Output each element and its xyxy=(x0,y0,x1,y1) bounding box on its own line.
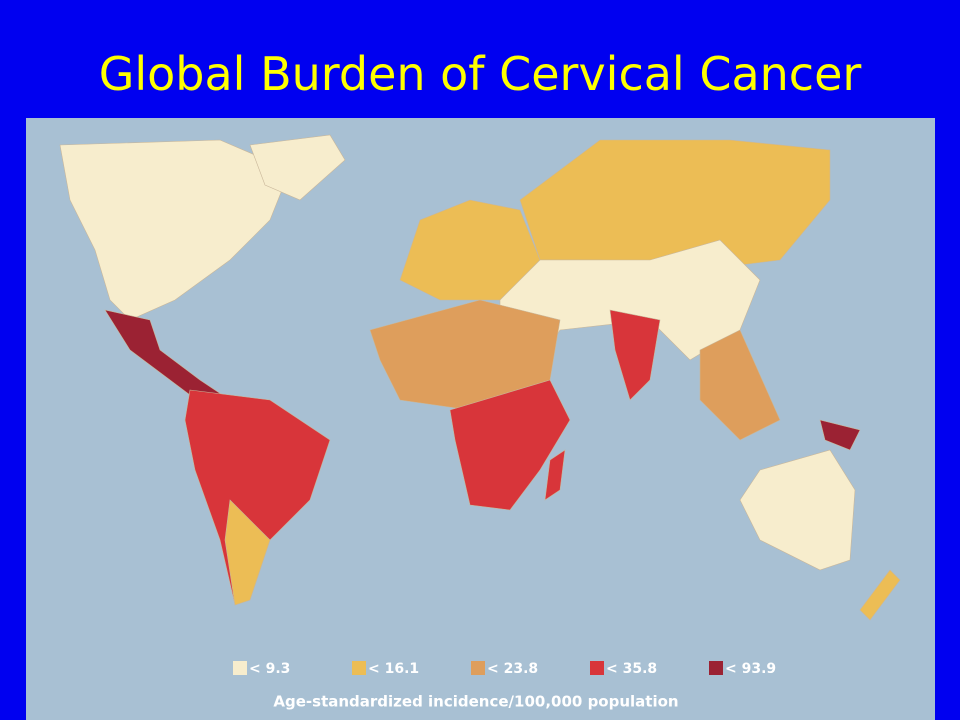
legend-swatch xyxy=(352,661,366,675)
southern-cone xyxy=(224,499,271,606)
legend-label: < 9.3 xyxy=(249,661,290,677)
legend-label: < 93.9 xyxy=(725,661,776,677)
legend-swatch xyxy=(590,661,604,675)
legend-label: < 23.8 xyxy=(487,661,538,677)
india xyxy=(609,309,661,401)
world-map: < 9.3 < 16.1 < 23.8 < 35.8 < 93.9 Age-standa… xyxy=(26,118,935,720)
legend-swatch xyxy=(471,661,485,675)
legend-label: < 16.1 xyxy=(368,661,419,677)
madagascar xyxy=(544,449,566,501)
papua xyxy=(819,419,861,451)
southern-africa xyxy=(449,379,571,511)
legend-swatch xyxy=(233,661,247,675)
new-zealand xyxy=(859,569,901,621)
legend: < 9.3 < 16.1 < 23.8 < 35.8 < 93.9 xyxy=(233,661,776,677)
legend-swatch xyxy=(709,661,723,675)
greenland xyxy=(249,134,346,201)
slide-title: Global Burden of Cervical Cancer xyxy=(98,47,862,101)
europe xyxy=(399,199,541,301)
australia xyxy=(739,449,856,571)
legend-label: < 35.8 xyxy=(606,661,657,677)
legend-caption: Age-standardized incidence/100,000 popul… xyxy=(273,693,678,711)
southeast-asia xyxy=(699,329,781,441)
